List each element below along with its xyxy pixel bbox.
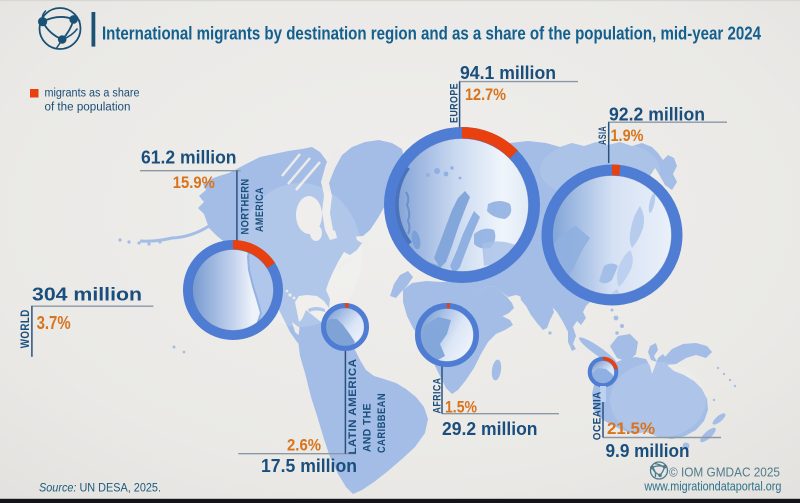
svg-text:Source: UN DESA, 2025.: Source: UN DESA, 2025. [39, 480, 161, 494]
svg-text:© IOM GMDAC 2025: © IOM GMDAC 2025 [669, 466, 780, 480]
svg-text:61.2 million: 61.2 million [141, 148, 237, 168]
svg-text:AMERICA: AMERICA [254, 187, 266, 232]
svg-text:3.7%: 3.7% [37, 313, 71, 333]
svg-text:15.9%: 15.9% [173, 173, 215, 192]
svg-text:12.7%: 12.7% [465, 85, 506, 104]
svg-text:OCEANIA: OCEANIA [592, 391, 604, 440]
svg-text:304 million: 304 million [32, 284, 142, 305]
svg-text:International migrants by dest: International migrants by destination re… [102, 23, 762, 44]
svg-text:WORLD: WORLD [20, 309, 32, 348]
svg-text:CARIBBEAN: CARIBBEAN [376, 393, 388, 453]
svg-text:92.2 million: 92.2 million [609, 105, 705, 125]
svg-text:migrants as a share: migrants as a share [45, 88, 140, 100]
svg-text:29.2 million: 29.2 million [442, 419, 538, 439]
svg-text:AND THE: AND THE [362, 403, 374, 452]
svg-text:2.6%: 2.6% [287, 436, 321, 455]
svg-text:1.9%: 1.9% [611, 126, 644, 145]
svg-text:EUROPE: EUROPE [448, 83, 460, 123]
svg-text:www.migrationdataportal.org: www.migrationdataportal.org [644, 479, 782, 494]
svg-text:NORTHERN: NORTHERN [239, 179, 251, 235]
svg-text:94.1 million: 94.1 million [460, 63, 556, 83]
svg-text:9.9 million: 9.9 million [606, 441, 690, 461]
svg-text:AFRICA: AFRICA [432, 378, 444, 414]
svg-text:ASIA: ASIA [597, 126, 609, 145]
svg-text:of the population: of the population [45, 102, 131, 114]
svg-text:1.5%: 1.5% [445, 398, 477, 417]
svg-text:17.5 million: 17.5 million [261, 456, 357, 476]
svg-text:21.5%: 21.5% [607, 419, 655, 438]
svg-text:LATIN AMERICA: LATIN AMERICA [347, 359, 359, 455]
